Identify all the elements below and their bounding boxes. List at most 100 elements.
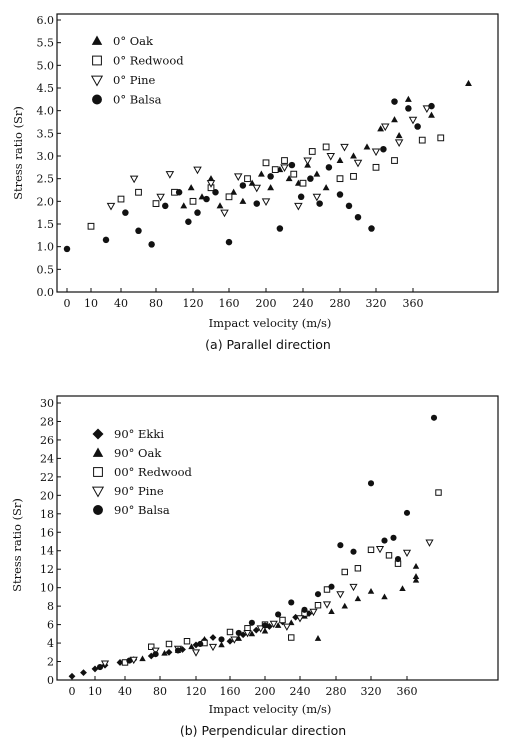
- a-data-point: [380, 145, 387, 153]
- a-data-point: [354, 213, 362, 221]
- a-data-point: [267, 184, 275, 191]
- b-data-point: [188, 643, 195, 650]
- b-data-point: [248, 630, 256, 637]
- b-legend-marker: [93, 467, 103, 477]
- b-x-tick-label: 240: [290, 685, 311, 698]
- a-y-tick-label: 5.0: [37, 59, 55, 72]
- b-data-point: [385, 552, 393, 559]
- a-data-point: [220, 209, 229, 218]
- b-data-point: [116, 659, 124, 666]
- a-data-point: [336, 156, 344, 164]
- a-data-point: [322, 143, 330, 151]
- a-data-point: [313, 170, 321, 177]
- a-y-tick-label: 6.0: [37, 14, 55, 27]
- a-data-point: [281, 157, 288, 164]
- b-legend-marker: [93, 505, 103, 515]
- a-data-point: [152, 200, 160, 207]
- b-data-point: [288, 634, 295, 641]
- a-data-point: [216, 202, 224, 209]
- a-data-point: [290, 170, 298, 178]
- panel-a-plot-frame: [56, 13, 499, 293]
- panel-b-x-axis-label: Impact velocity (m/s): [209, 702, 332, 716]
- a-x-tick-label: 320: [366, 297, 387, 310]
- b-y-tick-label: 22: [40, 471, 54, 484]
- panel-a-y-axis: 0.0 0.5 1.0 1.5 2.0 2.5 3.0 3.5 4.0 4.5 5.0 5.5 6.0: [37, 14, 61, 299]
- a-data-point: [185, 218, 192, 225]
- a-data-point: [212, 189, 219, 196]
- b-data-point: [148, 643, 155, 650]
- a-legend-marker: [92, 94, 102, 105]
- b-y-tick-label: 18: [40, 508, 54, 521]
- b-data-point: [328, 608, 335, 615]
- a-y-tick-label: 0.5: [37, 263, 55, 276]
- a-data-point: [271, 166, 279, 173]
- a-data-point: [418, 136, 426, 144]
- b-data-point: [151, 647, 160, 655]
- a-data-point: [336, 175, 344, 183]
- a-data-point: [336, 191, 344, 198]
- a-data-point: [206, 180, 216, 188]
- a-data-point: [135, 188, 142, 196]
- b-data-point: [235, 629, 242, 636]
- a-x-tick-label: 160: [219, 297, 240, 310]
- b-y-tick-label: 20: [40, 489, 54, 502]
- b-data-point: [275, 611, 282, 618]
- a-data-point: [308, 148, 316, 155]
- a-data-point: [207, 175, 215, 182]
- a-data-point: [262, 159, 270, 167]
- b-y-tick-label: 14: [40, 545, 54, 558]
- panel-a-x-axis-label: Impact velocity (m/s): [209, 316, 332, 330]
- b-data-point: [209, 634, 217, 641]
- a-data-point: [380, 123, 390, 132]
- a-data-point: [194, 209, 201, 216]
- b-data-point: [261, 622, 269, 629]
- a-x-tick-label: 40: [114, 297, 128, 310]
- b-data-point: [367, 546, 375, 554]
- b-data-point: [337, 542, 344, 549]
- b-legend-marker: [92, 447, 104, 457]
- a-data-point: [325, 164, 333, 171]
- b-data-point: [322, 601, 332, 609]
- a-data-point: [326, 152, 336, 161]
- a-data-point: [391, 157, 398, 164]
- b-data-point: [288, 599, 295, 606]
- a-legend-label: 0° Oak: [113, 34, 154, 48]
- b-data-point: [152, 651, 159, 658]
- a-data-point: [135, 227, 142, 235]
- a-data-point: [252, 184, 262, 193]
- b-series-0: [68, 610, 313, 680]
- a-x-tick-label: 280: [330, 297, 351, 310]
- panel-a-y-axis-label: Stress ratio (Sr): [11, 106, 25, 200]
- a-x-tick-label: 80: [149, 297, 163, 310]
- b-y-tick-label: 16: [40, 526, 54, 539]
- b-x-tick-label: 80: [153, 685, 167, 698]
- a-y-tick-label: 2.5: [37, 173, 55, 186]
- a-x-tick-label: 0: [64, 297, 71, 310]
- b-data-point: [80, 669, 87, 677]
- b-data-point: [165, 640, 173, 648]
- a-data-point: [377, 125, 385, 132]
- a-data-point: [391, 116, 398, 123]
- b-data-point: [243, 630, 252, 638]
- b-x-tick-label: 10: [88, 685, 102, 698]
- a-data-point: [465, 79, 472, 86]
- b-data-point: [375, 546, 385, 554]
- panel-a-legend: 0° Oak 0° Redwood 0° Pine 0° Balsa: [90, 34, 184, 107]
- b-y-tick-label: 6: [47, 619, 54, 632]
- a-data-point: [165, 171, 175, 179]
- a-data-point: [230, 188, 238, 195]
- a-data-point: [353, 159, 363, 168]
- a-data-point: [312, 193, 322, 202]
- a-data-point: [156, 193, 165, 202]
- a-data-point: [180, 202, 188, 209]
- a-data-point: [225, 193, 233, 201]
- b-data-point: [341, 568, 348, 576]
- b-data-point: [367, 480, 375, 487]
- a-legend-marker: [90, 75, 104, 87]
- b-y-tick-label: 12: [40, 563, 54, 576]
- b-series-3: [100, 539, 434, 668]
- a-data-point: [276, 225, 284, 232]
- b-data-point: [91, 665, 99, 673]
- panel-a-x-axis: 0 10 40 80 120 160 200 240 280 320 360: [64, 288, 424, 310]
